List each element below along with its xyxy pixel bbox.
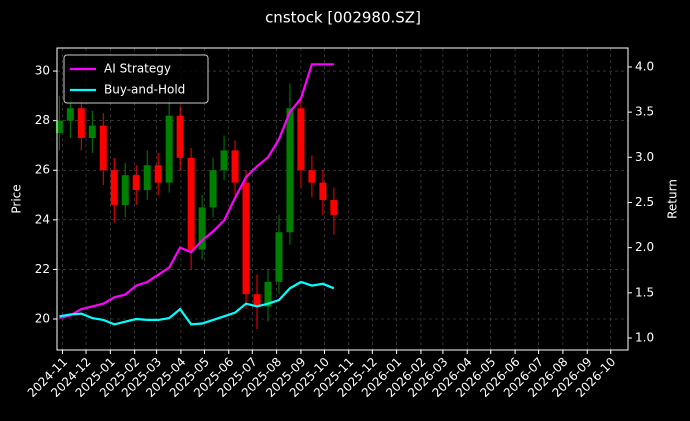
candle-body (198, 207, 206, 250)
candle-body (297, 108, 305, 171)
candle-body (319, 182, 327, 200)
candle-body (275, 232, 283, 282)
candle-body (176, 115, 184, 158)
y2-tick-label: 2.0 (635, 240, 654, 254)
y-tick-label: 28 (35, 113, 50, 127)
line-series (59, 63, 334, 320)
legend-label: AI Strategy (104, 62, 171, 76)
candle-body (253, 294, 261, 307)
y-tick-label: 24 (35, 212, 50, 226)
candle-body (220, 150, 228, 171)
candle-body (330, 199, 338, 215)
candle-body (121, 175, 129, 205)
line-series (59, 280, 335, 326)
candle-body (286, 108, 294, 233)
candle-body (165, 115, 173, 183)
candle-body (77, 108, 85, 139)
y2-tick-label: 3.0 (635, 150, 654, 164)
chart-title: cnstock [002980.SZ] (265, 9, 421, 27)
candle-body (154, 165, 162, 183)
y-tick-label: 22 (35, 262, 50, 276)
y2-tick-label: 2.5 (635, 195, 654, 209)
candle-body (110, 170, 118, 205)
candle-body (264, 281, 272, 307)
candle-body (187, 157, 195, 250)
y2-tick-label: 3.5 (635, 105, 654, 119)
candle-body (231, 150, 239, 183)
y2-tick-label: 1.0 (635, 330, 654, 344)
candle-body (55, 120, 63, 134)
plot-frame (56, 47, 629, 351)
candle-body (132, 175, 140, 191)
candle-body (209, 170, 217, 208)
candle-body (66, 108, 74, 121)
candle-body (143, 165, 151, 191)
legend-label: Buy-and-Hold (104, 83, 185, 97)
candle-body (308, 170, 316, 183)
candle-body (88, 125, 96, 139)
y-tick-label: 30 (35, 64, 50, 78)
y2-tick-label: 4.0 (635, 59, 654, 73)
y2-axis-label: Return (666, 179, 680, 219)
y-tick-label: 20 (35, 312, 50, 326)
candle-body (242, 182, 250, 295)
candle-body (99, 125, 107, 171)
y-axis-label: Price (10, 184, 24, 213)
legend-box (63, 54, 209, 104)
y2-tick-label: 1.5 (635, 285, 654, 299)
y-tick-label: 26 (35, 163, 50, 177)
